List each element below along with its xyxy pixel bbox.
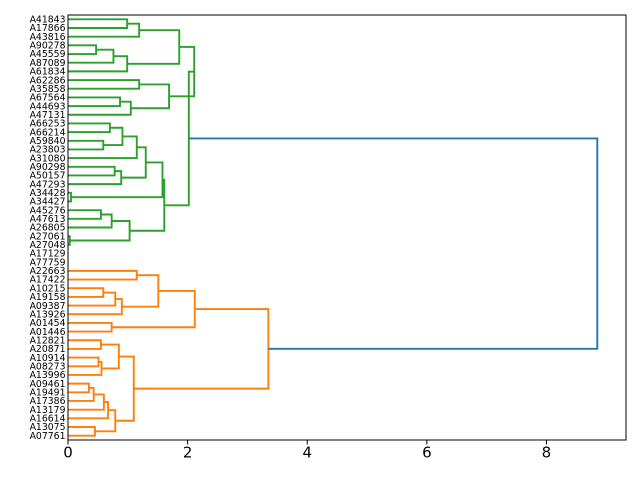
leaf-label: A10215: [30, 283, 66, 294]
leaf-label: A27048: [30, 240, 66, 251]
leaf-label: A59840: [30, 136, 66, 147]
leaf-label: A31080: [30, 153, 66, 164]
leaf-label: A62286: [30, 75, 66, 86]
leaf-label: A17386: [30, 396, 66, 407]
leaf-label: A87089: [30, 58, 66, 69]
leaf-label: A27061: [30, 231, 66, 242]
x-axis-tick-label: 6: [422, 444, 432, 462]
leaf-label: A13075: [30, 422, 66, 433]
leaf-label: A01454: [30, 318, 66, 329]
leaf-label: A67564: [30, 93, 66, 104]
leaf-label: A09461: [30, 379, 66, 390]
leaf-label: A01446: [30, 327, 66, 338]
leaf-label: A41843: [30, 15, 66, 26]
leaf-label: A47293: [30, 179, 66, 190]
x-axis-tick-label: 8: [542, 444, 552, 462]
leaf-label: A26805: [30, 223, 66, 234]
leaf-label: A66253: [30, 119, 66, 130]
leaf-label: A50157: [30, 171, 66, 182]
leaf-label: A61834: [30, 67, 66, 78]
leaf-label: A07761: [30, 431, 66, 442]
leaf-label: A12821: [30, 335, 66, 346]
x-axis-tick-label: 2: [183, 444, 193, 462]
leaf-label: A45559: [30, 49, 66, 60]
leaf-label: A43816: [30, 32, 66, 43]
leaf-label: A90298: [30, 162, 66, 173]
leaf-label: A09387: [30, 301, 66, 312]
dendrogram-root-link: [188, 137, 599, 350]
leaf-label: A35858: [30, 84, 66, 95]
leaf-label: A44693: [30, 101, 66, 112]
leaf-label: A08273: [30, 361, 66, 372]
leaf-label: A47613: [30, 214, 66, 225]
leaf-label: A20871: [30, 344, 66, 355]
leaf-label: A77759: [30, 257, 66, 268]
axes-spines: [67, 14, 627, 441]
leaf-label: A17866: [30, 23, 66, 34]
leaf-label: A90278: [30, 41, 66, 52]
leaf-label: A19158: [30, 292, 66, 303]
leaf-label: A16614: [30, 414, 66, 425]
leaf-label: A23803: [30, 145, 66, 156]
leaf-label: A66214: [30, 127, 66, 138]
leaf-label: A13996: [30, 370, 66, 381]
x-axis-tick-label: 4: [302, 444, 312, 462]
x-axis-tick-label: 0: [63, 444, 73, 462]
leaf-label: A34427: [30, 197, 66, 208]
leaf-label: A13179: [30, 405, 66, 416]
leaf-label: A17422: [30, 275, 66, 286]
leaf-label: A45276: [30, 205, 66, 216]
leaf-label: A19491: [30, 387, 66, 398]
leaf-label: A34428: [30, 188, 66, 199]
leaf-label: A10914: [30, 353, 66, 364]
leaf-label: A47131: [30, 110, 66, 121]
leaf-label: A17129: [30, 249, 66, 260]
leaf-label: A13926: [30, 309, 66, 320]
leaf-label: A22663: [30, 266, 66, 277]
